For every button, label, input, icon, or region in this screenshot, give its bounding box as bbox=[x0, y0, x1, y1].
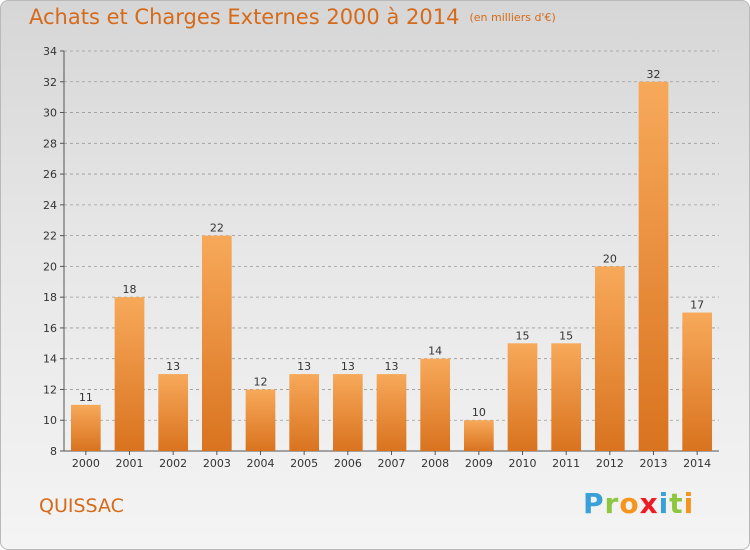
logo-letter: i bbox=[658, 487, 670, 520]
x-tick-label: 2012 bbox=[596, 457, 624, 470]
bar bbox=[289, 374, 320, 451]
y-tick-label: 28 bbox=[43, 137, 57, 150]
bar bbox=[376, 374, 407, 451]
y-tick-label: 24 bbox=[43, 199, 57, 212]
x-tick-label: 2005 bbox=[290, 457, 318, 470]
x-tick-label: 2002 bbox=[159, 457, 187, 470]
y-tick-label: 26 bbox=[43, 168, 57, 181]
data-label: 15 bbox=[516, 329, 530, 342]
bar bbox=[70, 404, 101, 451]
bar bbox=[332, 374, 363, 451]
data-label: 20 bbox=[603, 252, 617, 265]
title-row: Achats et Charges Externes 2000 à 2014 (e… bbox=[29, 5, 556, 29]
data-label: 13 bbox=[297, 360, 311, 373]
bars bbox=[70, 81, 713, 452]
x-tick-label: 2011 bbox=[552, 457, 580, 470]
x-tick-label: 2010 bbox=[509, 457, 537, 470]
y-tick-label: 18 bbox=[43, 291, 57, 304]
data-label: 10 bbox=[472, 406, 486, 419]
y-tick-label: 34 bbox=[43, 45, 57, 58]
data-label: 13 bbox=[385, 360, 399, 373]
bar bbox=[594, 266, 625, 451]
x-tick-label: 2006 bbox=[334, 457, 362, 470]
y-tick-label: 30 bbox=[43, 107, 57, 120]
data-label: 14 bbox=[428, 345, 442, 358]
bar bbox=[201, 235, 232, 451]
data-label: 15 bbox=[559, 329, 573, 342]
x-tick-label: 2000 bbox=[72, 457, 100, 470]
data-label: 13 bbox=[166, 360, 180, 373]
x-tick-label: 2004 bbox=[247, 457, 275, 470]
data-label: 32 bbox=[647, 68, 661, 81]
bar bbox=[507, 343, 538, 451]
x-tick-label: 2008 bbox=[421, 457, 449, 470]
chart-title: Achats et Charges Externes 2000 à 2014 bbox=[29, 5, 460, 29]
x-tick-label: 2007 bbox=[378, 457, 406, 470]
logo-letter: o bbox=[619, 487, 640, 520]
x-tick-label: 2003 bbox=[203, 457, 231, 470]
chart-subtitle: (en milliers d'€) bbox=[469, 11, 556, 24]
x-tick-label: 2013 bbox=[640, 457, 668, 470]
bar bbox=[245, 389, 276, 451]
data-label: 11 bbox=[79, 391, 93, 404]
y-tick-label: 32 bbox=[43, 76, 57, 89]
bar bbox=[638, 81, 669, 452]
bar bbox=[463, 420, 494, 451]
data-label: 13 bbox=[341, 360, 355, 373]
data-label: 17 bbox=[690, 299, 704, 312]
y-tick-label: 8 bbox=[50, 445, 57, 458]
bar bbox=[682, 312, 713, 451]
x-tick-label: 2001 bbox=[116, 457, 144, 470]
x-tick-label: 2014 bbox=[683, 457, 711, 470]
logo-letter: P bbox=[583, 487, 605, 520]
logo-letter: r bbox=[604, 487, 620, 520]
bar bbox=[420, 358, 451, 451]
y-tick-label: 12 bbox=[43, 383, 57, 396]
y-tick-label: 14 bbox=[43, 353, 57, 366]
bar bbox=[114, 297, 145, 451]
proxiti-logo[interactable]: Proxiti bbox=[583, 487, 694, 520]
logo-letter: x bbox=[639, 487, 659, 520]
bar bbox=[158, 374, 189, 451]
data-label: 22 bbox=[210, 222, 224, 235]
y-tick-label: 16 bbox=[43, 322, 57, 335]
commune-name: QUISSAC bbox=[39, 495, 124, 517]
x-tick-label: 2009 bbox=[465, 457, 493, 470]
bar bbox=[551, 343, 582, 451]
y-tick-label: 10 bbox=[43, 414, 57, 427]
logo-letter: i bbox=[683, 487, 695, 520]
logo-letter: t bbox=[669, 487, 684, 520]
labels: 8 10 12 14 16 18 20 22 24 26 28 30 32 34 11 2000 18 2001 1… bbox=[43, 45, 711, 470]
y-tick-label: 20 bbox=[43, 260, 57, 273]
data-label: 18 bbox=[123, 283, 137, 296]
data-label: 12 bbox=[254, 375, 268, 388]
y-tick-label: 22 bbox=[43, 230, 57, 243]
